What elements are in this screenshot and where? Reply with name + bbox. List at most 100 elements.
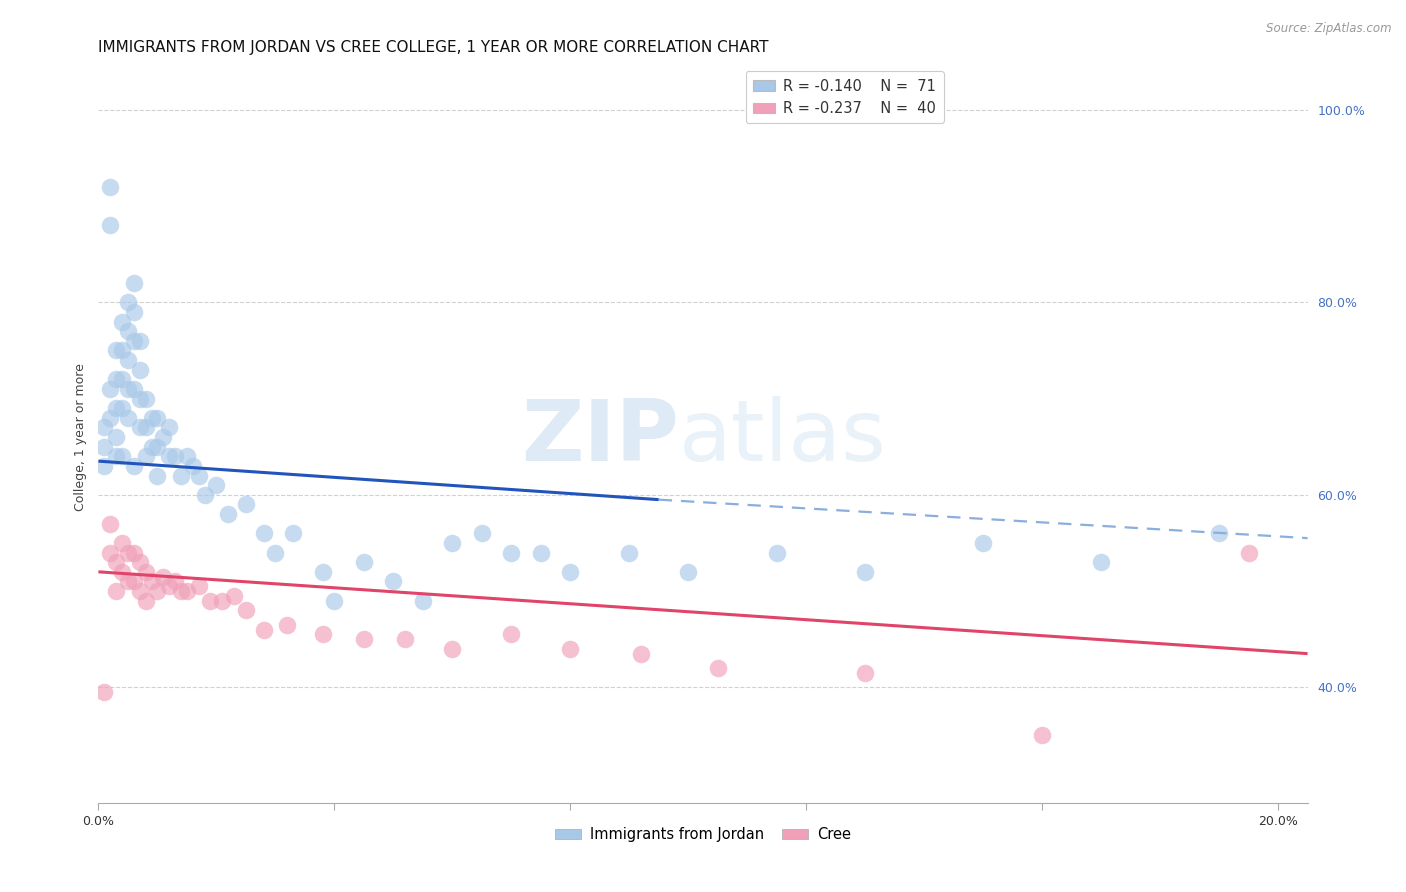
Point (111, 315, 134, 329)
Point (141, 574, 163, 589)
Point (281, 526, 304, 541)
Point (98, 410, 121, 425)
Point (1031, 728, 1053, 742)
Point (146, 584, 169, 599)
Point (98, 545, 121, 559)
Point (194, 488, 217, 502)
Point (252, 623, 274, 637)
Point (117, 324, 139, 338)
Point (105, 401, 128, 416)
Point (157, 420, 180, 434)
Point (560, 565, 582, 579)
Point (1090, 555, 1112, 569)
Point (276, 617, 298, 632)
Point (501, 627, 523, 641)
Point (678, 565, 700, 579)
Point (353, 555, 375, 569)
Point (157, 450, 180, 464)
Point (128, 392, 150, 406)
Point (264, 545, 287, 559)
Point (323, 593, 346, 607)
Point (853, 665, 876, 680)
Point (765, 545, 787, 559)
Point (353, 632, 375, 647)
Point (128, 584, 150, 599)
Point (146, 440, 169, 454)
Point (135, 565, 157, 579)
Point (200, 593, 222, 607)
Point (181, 458, 204, 473)
Point (165, 450, 187, 464)
Legend: Immigrants from Jordan, Cree: Immigrants from Jordan, Cree (550, 822, 856, 848)
Point (128, 362, 150, 376)
Point (135, 450, 157, 464)
Point (122, 382, 145, 396)
Point (122, 276, 145, 290)
Point (98, 516, 121, 531)
Point (157, 579, 180, 593)
Point (412, 593, 434, 607)
Point (501, 545, 523, 559)
Point (122, 545, 145, 559)
Point (111, 401, 134, 416)
Point (972, 536, 994, 550)
Point (146, 410, 169, 425)
Text: Source: ZipAtlas.com: Source: ZipAtlas.com (1267, 22, 1392, 36)
Point (105, 555, 128, 569)
Point (152, 430, 174, 444)
Point (117, 295, 139, 310)
Point (630, 647, 652, 661)
Point (105, 430, 128, 444)
Point (170, 584, 193, 599)
Point (235, 603, 257, 617)
Point (146, 468, 169, 483)
Point (176, 584, 198, 599)
Point (105, 450, 128, 464)
Point (93, 440, 115, 454)
Point (441, 641, 464, 656)
Point (176, 450, 198, 464)
Point (170, 468, 193, 483)
Point (141, 440, 163, 454)
Point (222, 589, 245, 603)
Point (1237, 545, 1260, 559)
Point (122, 574, 145, 589)
Point (135, 420, 157, 434)
Point (122, 305, 145, 319)
Point (187, 579, 209, 593)
Point (93, 685, 115, 699)
Point (152, 569, 174, 583)
Point (105, 372, 128, 386)
Text: IMMIGRANTS FROM JORDAN VS CREE COLLEGE, 1 YEAR OR MORE CORRELATION CHART: IMMIGRANTS FROM JORDAN VS CREE COLLEGE, … (98, 40, 769, 55)
Point (117, 353, 139, 368)
Point (471, 526, 494, 541)
Point (235, 498, 257, 512)
Point (211, 593, 233, 607)
Point (128, 420, 150, 434)
Point (560, 641, 582, 656)
Point (706, 661, 728, 675)
Point (1208, 526, 1230, 541)
Point (117, 574, 139, 589)
Point (105, 584, 128, 599)
Point (117, 382, 139, 396)
Point (98, 382, 121, 396)
Point (187, 468, 209, 483)
Point (93, 458, 115, 473)
Point (93, 420, 115, 434)
Point (122, 458, 145, 473)
Point (135, 392, 157, 406)
Point (311, 627, 333, 641)
Point (619, 545, 641, 559)
Point (141, 410, 163, 425)
Point (311, 565, 333, 579)
Y-axis label: College, 1 year or more: College, 1 year or more (75, 363, 87, 511)
Point (111, 343, 134, 358)
Point (98, 179, 121, 194)
Point (252, 526, 274, 541)
Point (111, 372, 134, 386)
Point (117, 410, 139, 425)
Point (530, 545, 553, 559)
Point (135, 593, 157, 607)
Point (165, 574, 187, 589)
